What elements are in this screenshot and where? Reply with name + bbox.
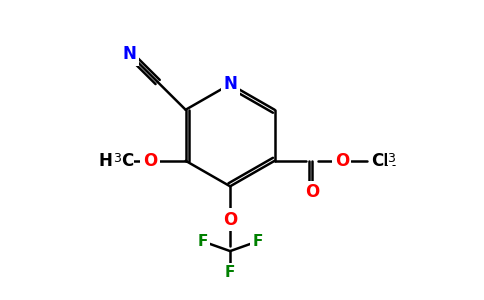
Text: C: C bbox=[121, 152, 134, 170]
Text: F: F bbox=[225, 265, 235, 280]
Text: F: F bbox=[197, 234, 208, 249]
Text: N: N bbox=[123, 45, 136, 63]
Text: O: O bbox=[335, 152, 349, 170]
Text: H: H bbox=[99, 152, 112, 170]
Text: F: F bbox=[253, 234, 263, 249]
Text: O: O bbox=[305, 183, 319, 201]
Text: O: O bbox=[143, 152, 157, 170]
Text: CH: CH bbox=[372, 152, 398, 170]
Text: N: N bbox=[223, 75, 237, 93]
Text: 3: 3 bbox=[387, 152, 395, 165]
Text: 3: 3 bbox=[113, 152, 121, 165]
Text: O: O bbox=[223, 211, 237, 229]
